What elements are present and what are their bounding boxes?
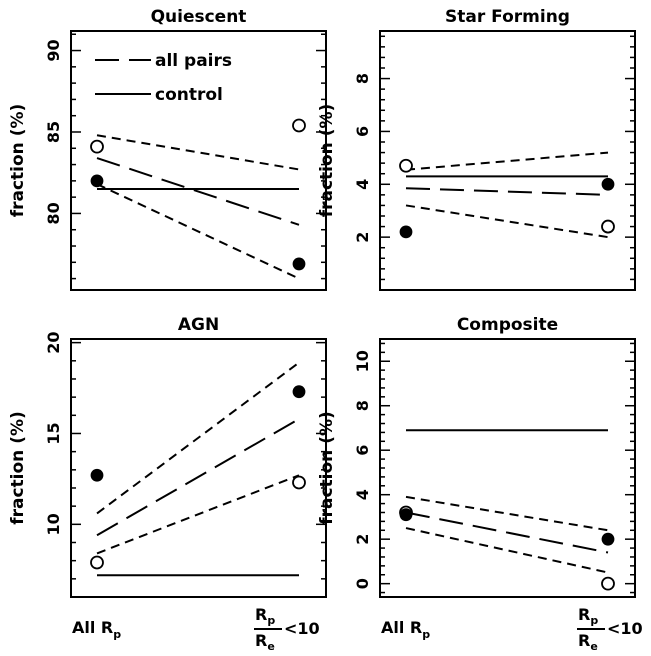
y-tick-label: 10: [353, 350, 372, 372]
legend-label-control: control: [155, 85, 223, 105]
series-line-short-dash: [96, 134, 300, 171]
filled-circle-point: [90, 174, 104, 188]
open-circle-point: [90, 139, 104, 154]
plot-frame: [70, 338, 327, 598]
x-label-rp-re-2: Rp Re <10: [577, 605, 643, 653]
open-circle-point: [601, 576, 615, 591]
plot-frame: [379, 30, 636, 291]
y-axis-label: fraction (%): [8, 411, 28, 525]
filled-circle-point: [601, 532, 615, 546]
open-circle-point: [399, 158, 413, 173]
filled-circle-point: [399, 508, 413, 522]
y-tick-label: 15: [44, 422, 63, 444]
y-tick-label: 90: [44, 39, 63, 61]
panel-title: Composite: [457, 315, 558, 335]
series-line-all-pairs: [96, 157, 300, 226]
panel-title: Star Forming: [445, 7, 570, 27]
series-line-short-dash: [405, 495, 609, 532]
open-circle-point: [292, 118, 306, 133]
x-label-rp-re: Rp Re <10: [254, 605, 320, 653]
series-line-short-dash: [405, 151, 609, 171]
y-axis-label: fraction (%): [8, 104, 28, 218]
y-tick-label: 4: [353, 489, 372, 500]
plot-frame: [379, 338, 636, 598]
y-axis-label: fraction (%): [317, 104, 337, 218]
y-tick-label: 6: [353, 126, 372, 137]
filled-circle-point: [90, 468, 104, 482]
open-circle-point: [90, 555, 104, 570]
y-tick-label: 4: [353, 179, 372, 190]
series-line-long-dash: [405, 187, 609, 196]
legend: all pairs control: [95, 51, 232, 105]
x-label-re: Re: [255, 631, 275, 653]
panel-agn: AGN fraction (%) 10 15 20: [8, 315, 327, 598]
y-tick-label: 0: [353, 578, 372, 589]
plot-frame: [70, 30, 327, 291]
x-label-lt10: <10: [284, 619, 320, 638]
series-line-long-dash: [96, 418, 300, 537]
legend-label-all-pairs: all pairs: [155, 51, 232, 71]
y-tick-label: 80: [44, 202, 63, 224]
filled-circle-point: [292, 257, 306, 271]
x-label-all-rp-2: All Rp: [381, 618, 430, 641]
y-tick-label: 20: [44, 332, 63, 354]
open-circle-point: [601, 219, 615, 234]
panel-title: AGN: [178, 315, 219, 335]
y-tick-label: 10: [44, 513, 63, 535]
y-tick-label: 2: [353, 232, 372, 243]
series-line-short-dash: [96, 474, 300, 555]
x-label-rp-2: Rp: [578, 605, 598, 627]
y-tick-label: 8: [353, 73, 372, 84]
x-label-lt10-2: <10: [607, 619, 643, 638]
panel-star-forming: Star Forming fraction (%) 2 4 6 8: [317, 7, 636, 291]
filled-circle-point: [292, 385, 306, 399]
x-label-re-2: Re: [578, 631, 598, 653]
series-line-short-dash: [96, 361, 300, 515]
series-line-long-dash: [405, 511, 609, 554]
x-labels: All Rp All Rp Rp Re <10 Rp Re <10: [72, 605, 643, 653]
panel-title: Quiescent: [151, 7, 247, 27]
y-tick-label: 6: [353, 445, 372, 456]
panel-composite: Composite fraction (%) 0 2 4 6 8 10: [317, 315, 636, 598]
panel-quiescent: Quiescent fraction (%) 80 85 90 all pairs cont…: [8, 7, 327, 291]
y-axis-label: fraction (%): [317, 411, 337, 525]
series-line-short-dash: [405, 527, 609, 574]
series-line-short-dash: [96, 183, 300, 280]
series-line-short-dash: [405, 204, 609, 239]
x-label-rp: Rp: [255, 605, 275, 627]
filled-circle-point: [399, 225, 413, 239]
y-tick-label: 2: [353, 534, 372, 545]
x-label-all-rp: All Rp: [72, 618, 121, 641]
open-circle-point: [292, 475, 306, 490]
y-tick-label: 85: [44, 121, 63, 143]
y-tick-label: 8: [353, 400, 372, 411]
filled-circle-point: [601, 177, 615, 191]
